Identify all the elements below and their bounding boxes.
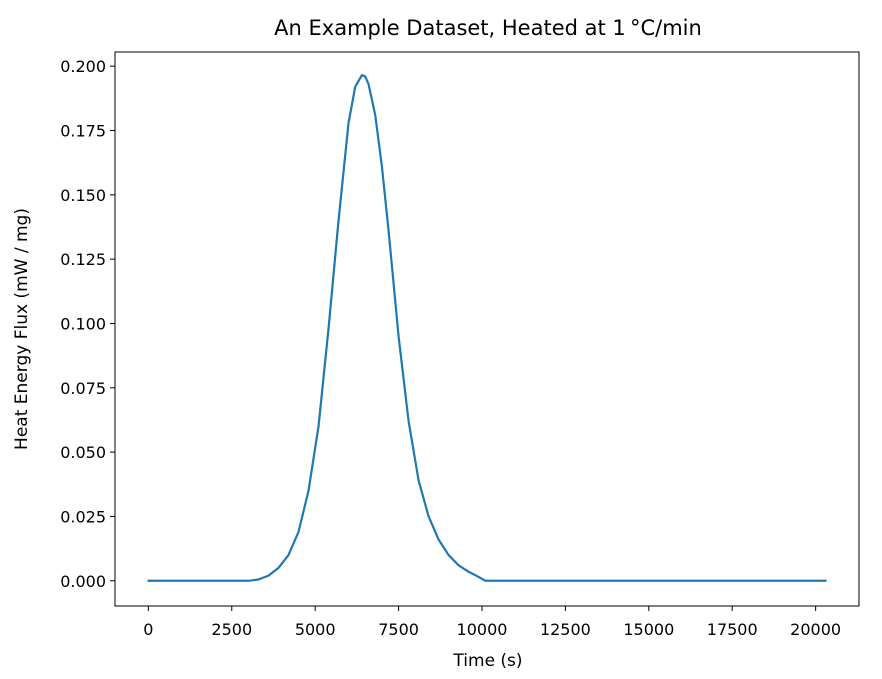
plot-area bbox=[114, 51, 860, 607]
x-axis-label: Time (s) bbox=[452, 651, 522, 671]
series-line-0 bbox=[147, 74, 827, 582]
y-tick-label: 0.000 bbox=[60, 572, 106, 591]
y-tick-label: 0.175 bbox=[60, 121, 106, 140]
x-tick-label: 10000 bbox=[457, 620, 508, 639]
y-tick-label: 0.025 bbox=[60, 507, 106, 526]
x-tick-label: 2500 bbox=[211, 620, 252, 639]
x-tick-label: 12500 bbox=[540, 620, 591, 639]
x-tick-label: 5000 bbox=[295, 620, 336, 639]
y-tick-label: 0.050 bbox=[60, 443, 106, 462]
x-tick-label: 20000 bbox=[790, 620, 841, 639]
y-tick-label: 0.075 bbox=[60, 379, 106, 398]
x-tick-label: 7500 bbox=[378, 620, 419, 639]
x-axis: 0 2500 5000 7500 10000 12500 15000 17500 20000 bbox=[143, 606, 841, 639]
plot-frame bbox=[114, 51, 860, 607]
chart-title: An Example Dataset, Heated at 1 °C/min bbox=[274, 16, 702, 40]
x-tick-label: 17500 bbox=[707, 620, 758, 639]
y-tick-label: 0.200 bbox=[60, 57, 106, 76]
x-tick-label: 0 bbox=[143, 620, 153, 639]
y-axis-label: Heat Energy Flux (mW / mg) bbox=[12, 208, 32, 450]
y-tick-label: 0.125 bbox=[60, 250, 106, 269]
y-tick-label: 0.100 bbox=[60, 314, 106, 333]
y-tick-label: 0.150 bbox=[60, 186, 106, 205]
x-tick-label: 15000 bbox=[623, 620, 674, 639]
y-axis: 0.000 0.025 0.050 0.075 0.100 0.125 0.150 0.175… bbox=[60, 57, 115, 591]
